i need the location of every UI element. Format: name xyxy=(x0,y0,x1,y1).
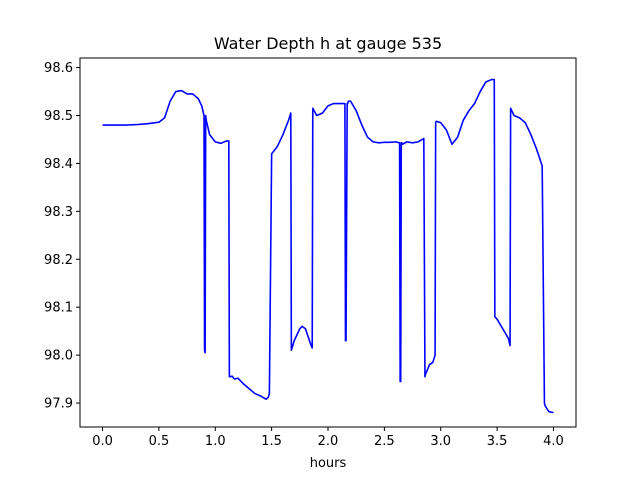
y-tick-label: 98.6 xyxy=(44,61,73,76)
chart-title: Water Depth h at gauge 535 xyxy=(214,34,442,53)
plot-area xyxy=(102,78,554,414)
x-tick-label: 2.5 xyxy=(374,434,395,449)
x-tick-label: 2.0 xyxy=(318,434,339,449)
x-axis-ticks: 0.0 0.5 1.0 1.5 2.0 2.5 3.0 3.5 4.0 xyxy=(92,427,564,449)
x-axis-label: hours xyxy=(310,456,347,471)
y-tick-label: 98.2 xyxy=(44,253,73,268)
x-tick-label: 4.0 xyxy=(543,434,564,449)
x-tick-label: 0.0 xyxy=(92,434,113,449)
x-tick-label: 3.5 xyxy=(487,434,508,449)
y-tick-label: 98.1 xyxy=(44,301,73,316)
y-axis-ticks: 97.9 98.0 98.1 98.2 98.3 98.4 98.5 98.6 xyxy=(44,61,80,412)
x-tick-label: 1.0 xyxy=(205,434,226,449)
y-tick-label: 98.4 xyxy=(44,157,73,172)
x-tick-label: 0.5 xyxy=(149,434,170,449)
y-tick-label: 98.5 xyxy=(44,109,73,124)
y-tick-label: 98.0 xyxy=(44,349,73,364)
y-tick-label: 97.9 xyxy=(44,397,73,412)
y-tick-label: 98.3 xyxy=(44,205,73,220)
x-tick-label: 3.0 xyxy=(430,434,451,449)
x-tick-label: 1.5 xyxy=(261,434,282,449)
series-line xyxy=(102,78,554,414)
axes-frame xyxy=(79,57,577,428)
